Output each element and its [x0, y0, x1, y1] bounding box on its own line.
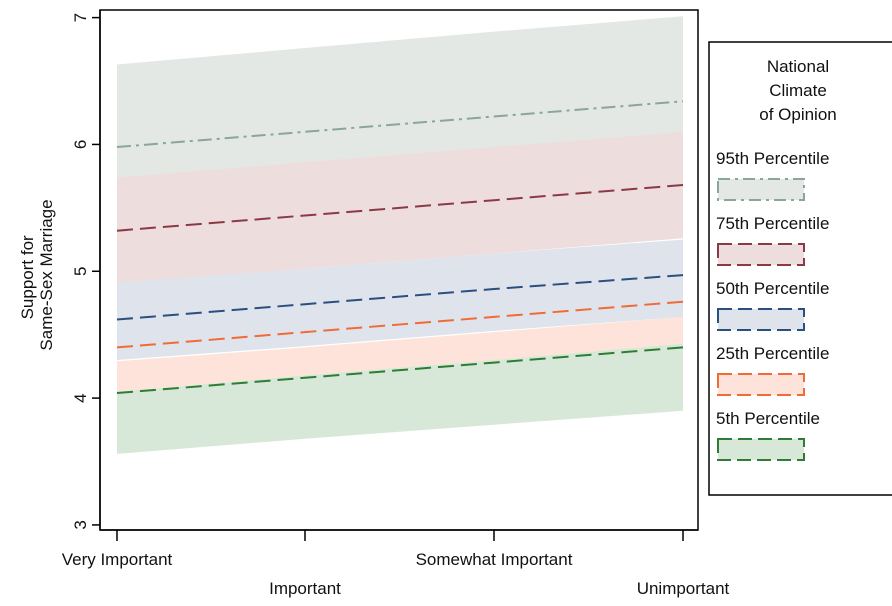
line-series-5 — [116, 346, 684, 394]
legend-swatch-outline-5 — [717, 438, 805, 461]
x-axis: Very Important Important Somewhat Importan… — [62, 529, 730, 598]
line-series-3 — [116, 274, 684, 321]
band-series-5 — [117, 343, 683, 454]
x-tick-label-3: Somewhat Important — [416, 550, 573, 569]
y-tick-label-5: 5 — [71, 267, 90, 276]
y-tick-label-4: 4 — [71, 393, 90, 402]
legend-title-line-2: Climate — [769, 81, 827, 100]
legend-swatch-outline-4 — [717, 373, 805, 396]
y-axis-title-line-2: Same-Sex Marriage — [37, 199, 56, 350]
legend-label-1: 95th Percentile — [716, 149, 829, 168]
legend-swatch-4 — [718, 374, 804, 395]
x-tick-label-4: Unimportant — [637, 579, 730, 598]
line-series-4 — [116, 300, 684, 349]
y-axis: 3 4 5 6 7 — [71, 10, 101, 530]
legend-label-3: 50th Percentile — [716, 279, 829, 298]
y-axis-title-line-1: Support for — [18, 235, 37, 319]
x-tick-label-2: Important — [269, 579, 341, 598]
confidence-bands — [117, 16, 683, 454]
y-axis-title: Support for Same-Sex Marriage — [18, 199, 56, 350]
band-series-4 — [117, 316, 683, 392]
y-tick-label-7: 7 — [71, 13, 90, 22]
legend-swatch-1 — [718, 179, 804, 200]
line-series-2 — [116, 184, 684, 232]
legend-label-5: 5th Percentile — [716, 409, 820, 428]
legend-swatch-3 — [718, 309, 804, 330]
legend-label-2: 75th Percentile — [716, 214, 829, 233]
legend-swatch-outline-3 — [717, 308, 805, 331]
legend-title-line-1: National — [767, 57, 829, 76]
legend-swatch-outline-2 — [717, 243, 805, 266]
legend-label-4: 25th Percentile — [716, 344, 829, 363]
y-tick-label-6: 6 — [71, 140, 90, 149]
legend: National Climate of Opinion 95th Percent… — [708, 41, 892, 496]
band-series-3 — [117, 239, 683, 360]
legend-swatch-outline-1 — [717, 178, 805, 201]
series-lines — [116, 100, 684, 394]
legend-box — [708, 41, 892, 496]
legend-swatch-5 — [718, 439, 804, 460]
legend-swatch-2 — [718, 244, 804, 265]
line-series-1 — [116, 100, 684, 148]
x-tick-label-1: Very Important — [62, 550, 173, 569]
y-tick-label-3: 3 — [71, 520, 90, 529]
legend-title-line-3: of Opinion — [759, 105, 837, 124]
